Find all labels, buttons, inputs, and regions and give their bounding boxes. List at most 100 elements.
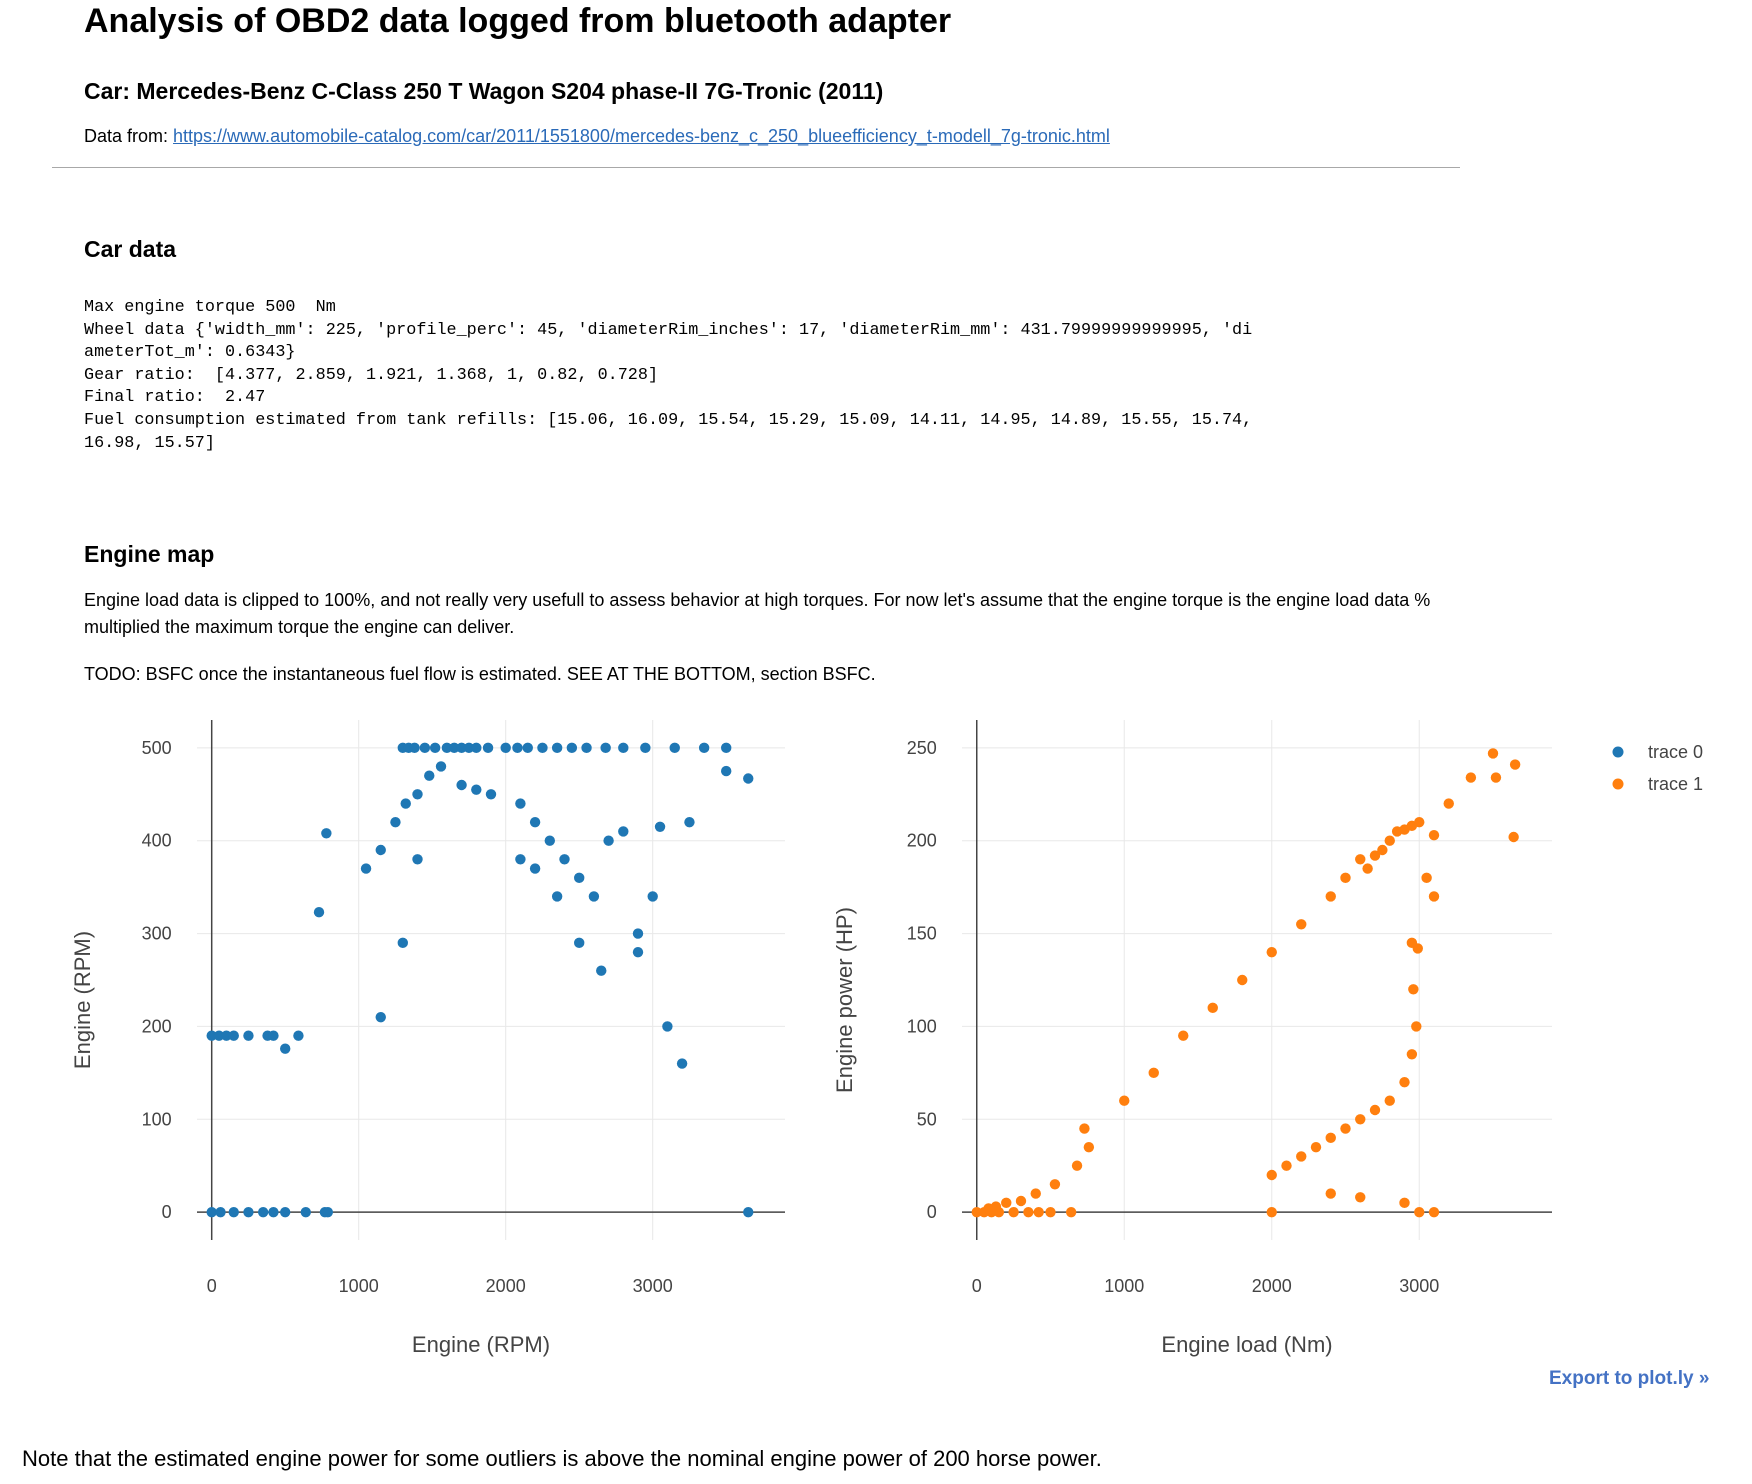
y-tick-label: 300 [142, 924, 172, 944]
y-tick-label: 0 [162, 1202, 172, 1222]
x-axis-title: Engine (RPM) [412, 1332, 550, 1357]
data-point [1065, 1206, 1077, 1218]
data-point [1071, 1160, 1083, 1171]
data-point [424, 770, 435, 781]
data-point [1421, 872, 1432, 884]
data-point [640, 742, 651, 754]
data-point [1509, 759, 1521, 770]
data-point [529, 863, 541, 874]
car-data-line: ameterTot_m': 0.6343} [84, 343, 296, 363]
data-point [206, 1030, 217, 1041]
data-point [662, 1021, 673, 1032]
data-point [1355, 1114, 1366, 1125]
data-point [228, 1206, 239, 1218]
data-point [293, 1030, 304, 1041]
data-point [698, 742, 710, 754]
data-point [1083, 1141, 1095, 1153]
data-point [1487, 748, 1499, 759]
data-point [1266, 1169, 1277, 1181]
data-point [375, 844, 386, 856]
data-point [603, 835, 614, 846]
data-point [529, 816, 541, 828]
data-point [1362, 863, 1373, 874]
data-point [551, 891, 563, 902]
data-point [515, 798, 526, 809]
data-point [1411, 1021, 1422, 1032]
x-tick-label: 1000 [339, 1276, 379, 1296]
data-point [1079, 1123, 1090, 1134]
engine-map-paragraph: Engine load data is clipped to 100%, and… [84, 590, 1431, 637]
data-point [280, 1206, 291, 1218]
data-point [322, 1206, 334, 1218]
data-point [485, 789, 497, 800]
car-data-heading: Car data [84, 236, 177, 262]
source-line: Data from: https://www.automobile-catalo… [84, 126, 1110, 147]
y-tick-label: 100 [907, 1016, 937, 1036]
y-tick-label: 50 [917, 1109, 937, 1129]
car-data-line: Wheel data {'width_mm': 225, 'profile_pe… [84, 320, 1253, 340]
data-point [1266, 946, 1277, 958]
data-point [676, 1058, 688, 1069]
data-point [1033, 1206, 1044, 1218]
data-point [721, 765, 732, 777]
plot-engine-torque-vs-rpm[interactable]: 0 1000 2000 3000 0 100 200 300 400 500 Engine (RPM… [70, 720, 785, 1357]
data-point [588, 891, 600, 902]
y-tick-label: 500 [142, 738, 172, 758]
data-point [1465, 772, 1477, 783]
data-point [1340, 1123, 1351, 1134]
data-point [1428, 1206, 1440, 1218]
data-point [1266, 1206, 1277, 1218]
x-tick-label: 3000 [1399, 1276, 1439, 1296]
export-to-plotly-link[interactable]: Export to plot.ly » [1549, 1368, 1710, 1389]
page-title: Analysis of OBD2 data logged from blueto… [84, 2, 952, 40]
data-point [257, 1206, 269, 1218]
data-point [471, 784, 482, 795]
data-point [1428, 829, 1440, 841]
data-point [1207, 1002, 1218, 1014]
data-point [321, 828, 332, 839]
plot-engine-power-vs-load[interactable]: 0 1000 2000 3000 0 50 100 150 200 250 Engine load … [832, 720, 1552, 1357]
car-data-line: Fuel consumption estimated from tank ref… [84, 410, 1253, 430]
car-data-line: Gear ratio: [4.377, 2.859, 1.921, 1.368,… [84, 365, 659, 385]
data-point [566, 742, 578, 754]
data-point [1237, 974, 1248, 986]
y-tick-label: 200 [142, 1016, 172, 1036]
data-point [268, 1030, 279, 1041]
data-point [1325, 1188, 1336, 1199]
data-point [243, 1206, 254, 1218]
data-point [390, 816, 401, 828]
legend-marker [1612, 746, 1624, 758]
data-point [1355, 1192, 1366, 1203]
data-point [1399, 1197, 1410, 1209]
data-point [1414, 816, 1425, 828]
data-point [397, 937, 408, 949]
data-point [360, 863, 372, 874]
source-link[interactable]: https://www.automobile-catalog.com/car/2… [173, 126, 1110, 146]
data-point [721, 742, 732, 754]
data-point [412, 789, 423, 800]
data-point [632, 946, 644, 958]
data-point [1310, 1141, 1322, 1153]
legend-label: trace 0 [1648, 742, 1703, 762]
data-point [1015, 1195, 1027, 1207]
data-point [482, 742, 494, 754]
data-point [206, 1206, 217, 1218]
data-point [971, 1206, 982, 1218]
data-point [471, 742, 482, 754]
data-point [213, 1030, 225, 1041]
legend[interactable]: trace 0 trace 1 [1612, 742, 1704, 794]
source-prefix: Data from: [84, 126, 174, 146]
data-point [1008, 1206, 1019, 1218]
data-point [300, 1206, 311, 1218]
data-point [632, 928, 644, 939]
data-point [441, 742, 453, 754]
data-point [243, 1030, 254, 1041]
data-point [1412, 943, 1423, 954]
data-point [1045, 1206, 1056, 1218]
x-axis-title: Engine load (Nm) [1161, 1332, 1332, 1357]
data-point [500, 742, 511, 754]
data-point [1049, 1179, 1061, 1190]
data-point [574, 937, 585, 949]
data-point [1428, 891, 1440, 902]
